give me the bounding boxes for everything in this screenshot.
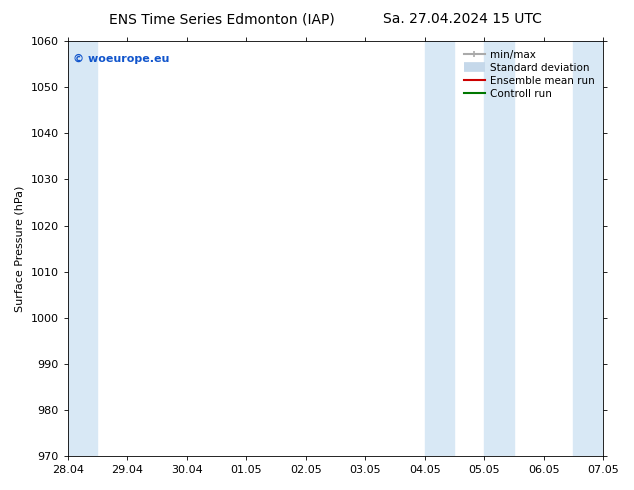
- Bar: [573, 41, 603, 456]
- Y-axis label: Surface Pressure (hPa): Surface Pressure (hPa): [15, 185, 25, 312]
- Bar: [484, 41, 514, 456]
- Legend: min/max, Standard deviation, Ensemble mean run, Controll run: min/max, Standard deviation, Ensemble me…: [461, 47, 598, 102]
- Bar: [425, 41, 455, 456]
- Bar: [68, 41, 98, 456]
- Text: ENS Time Series Edmonton (IAP): ENS Time Series Edmonton (IAP): [109, 12, 335, 26]
- Text: Sa. 27.04.2024 15 UTC: Sa. 27.04.2024 15 UTC: [384, 12, 542, 26]
- Text: © woeurope.eu: © woeurope.eu: [73, 54, 169, 64]
